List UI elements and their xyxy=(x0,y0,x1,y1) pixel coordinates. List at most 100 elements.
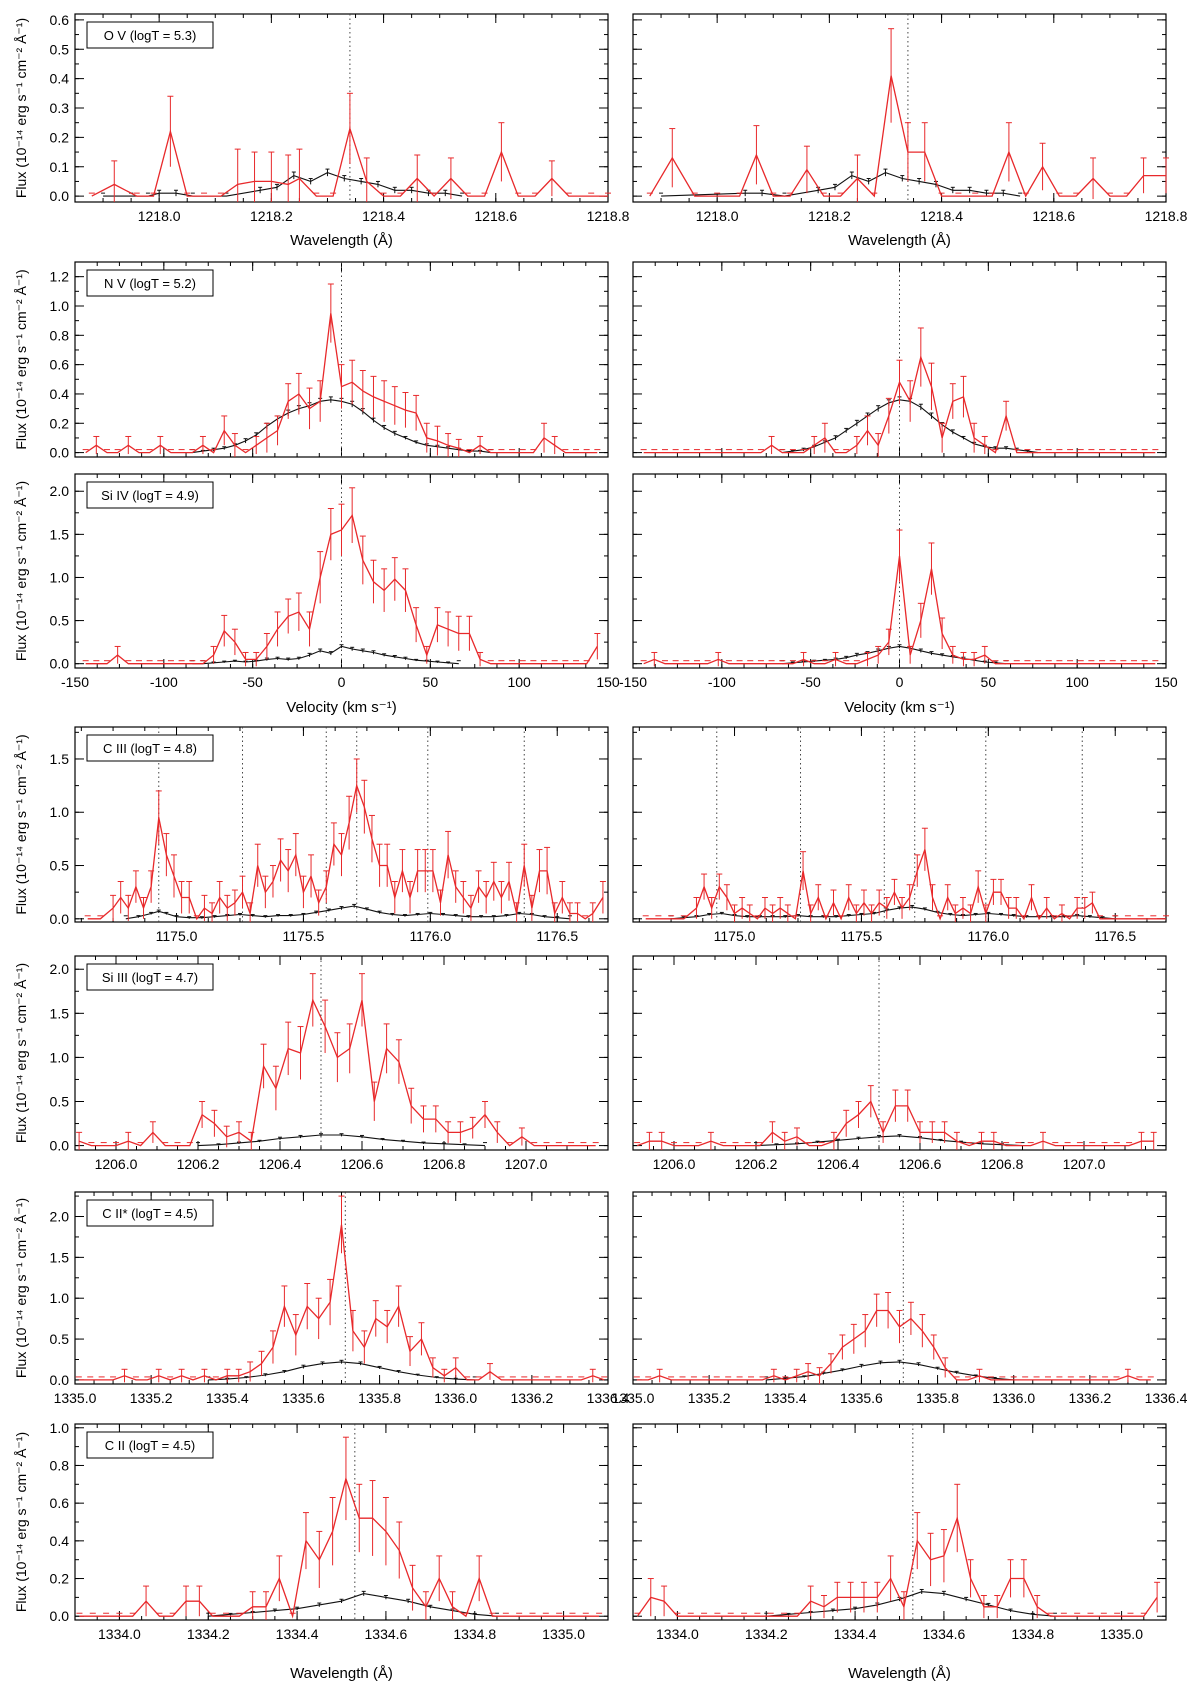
x-tick-label: 1206.0 xyxy=(95,1156,138,1172)
x-axis-title: Wavelength (Å) xyxy=(848,1665,951,1682)
y-tick-label: 0.0 xyxy=(50,1608,70,1624)
x-tick-label: 1218.8 xyxy=(1145,208,1188,224)
x-tick-label: 1336.2 xyxy=(1068,1390,1111,1406)
x-tick-label: 1218.0 xyxy=(138,208,181,224)
observed-spectrum xyxy=(82,283,601,457)
reference-spectrum xyxy=(206,1359,477,1381)
reference-spectrum-line xyxy=(661,172,1021,197)
plot-frame xyxy=(74,726,609,923)
x-tick-label: 1334.2 xyxy=(745,1626,788,1642)
x-tick-label: 1206.0 xyxy=(653,1156,696,1172)
ion-label-box xyxy=(86,963,214,991)
y-tick-label: 0.0 xyxy=(50,445,70,461)
reference-spectrum xyxy=(101,168,465,197)
x-tick-label: 1336.4 xyxy=(1145,1390,1188,1406)
plot-frame xyxy=(632,1191,1167,1385)
ion-label: C II* (logT = 4.5) xyxy=(102,1206,198,1221)
x-tick-label: 1206.6 xyxy=(899,1156,942,1172)
observed-spectrum xyxy=(76,1436,603,1620)
x-tick-label: 1334.2 xyxy=(187,1626,230,1642)
y-tick-label: 1.0 xyxy=(50,804,70,820)
y-tick-label: 0.0 xyxy=(50,188,70,204)
y-tick-label: 1.0 xyxy=(50,569,70,585)
observed-spectrum-line xyxy=(636,1515,1158,1617)
y-tick-label: 0.5 xyxy=(50,613,70,629)
x-tick-label: 1176.0 xyxy=(409,928,451,944)
reference-spectrum xyxy=(196,1133,487,1147)
x-tick-label: 1336.4 xyxy=(587,1390,630,1406)
y-axis-label: Flux (10⁻¹⁴ erg s⁻¹ cm⁻² Å⁻¹) xyxy=(13,481,29,661)
reference-spectrum xyxy=(659,168,1023,197)
panel-4-right: 1175.0 1175.5 1176.0 1176.5 xyxy=(632,726,1169,944)
x-tick-label: 1334.0 xyxy=(98,1626,141,1642)
observed-spectrum-line xyxy=(87,783,604,921)
x-tick-label: -100 xyxy=(150,674,178,690)
y-tick-label: 0.0 xyxy=(50,1372,70,1388)
x-tick-label: 1206.2 xyxy=(177,1156,220,1172)
x-tick-label: 1334.8 xyxy=(453,1626,496,1642)
reference-spectrum xyxy=(764,1588,1057,1617)
observed-spectrum xyxy=(642,827,1169,922)
y-tick-label: 0.4 xyxy=(50,71,70,87)
y-tick-label: 0.8 xyxy=(50,1457,70,1473)
ion-label: Si III (logT = 4.7) xyxy=(102,970,198,985)
x-axis-title: Velocity (km s⁻¹) xyxy=(286,699,396,716)
x-tick-label: 1335.0 xyxy=(1100,1626,1143,1642)
y-tick-label: 1.2 xyxy=(50,269,70,285)
y-axis-label: Flux (10⁻¹⁴ erg s⁻¹ cm⁻² Å⁻¹) xyxy=(13,269,29,449)
observed-spectrum xyxy=(646,28,1169,202)
x-tick-label: 150 xyxy=(1154,674,1178,690)
panel-3-right: -150 -100 -50 0 50 100 150 Velocity (km s⁻¹) xyxy=(619,473,1178,716)
reference-spectrum-line xyxy=(208,1593,498,1617)
chart-row-3: Flux (10⁻¹⁴ erg s⁻¹ cm⁻² Å⁻¹) -150 -100 -50… xyxy=(13,473,1178,716)
y-tick-label: 1.0 xyxy=(50,1290,70,1306)
x-tick-label: -50 xyxy=(801,674,821,690)
chart-row-4: Flux (10⁻¹⁴ erg s⁻¹ cm⁻² Å⁻¹)1175.0 1175.… xyxy=(13,726,1169,944)
x-tick-label: 1206.4 xyxy=(259,1156,302,1172)
x-tick-label: 100 xyxy=(507,674,531,690)
x-tick-label: 1335.6 xyxy=(840,1390,883,1406)
x-tick-label: 1334.6 xyxy=(365,1626,408,1642)
observed-spectrum-line xyxy=(645,849,1166,921)
x-tick-label: 1176.5 xyxy=(1094,928,1136,944)
y-tick-label: 2.0 xyxy=(50,483,70,499)
y-tick-label: 0.4 xyxy=(50,386,70,402)
x-tick-label: 1175.0 xyxy=(714,928,756,944)
panel-1-left: 1218.0 1218.2 1218.4 1218.6 1218.8 0.0 0.1 0.2 0… xyxy=(50,12,630,249)
y-tick-label: 0.2 xyxy=(50,415,70,431)
reference-spectrum-line xyxy=(103,172,463,197)
x-tick-label: 50 xyxy=(423,674,439,690)
x-tick-label: 1175.0 xyxy=(156,928,198,944)
plot-frame xyxy=(632,1423,1167,1621)
x-tick-label: 1218.2 xyxy=(808,208,851,224)
x-tick-label: 0 xyxy=(338,674,346,690)
y-tick-label: 0.6 xyxy=(50,1495,70,1511)
reference-spectrum xyxy=(206,1590,499,1617)
chart-row-7: Flux (10⁻¹⁴ erg s⁻¹ cm⁻² Å⁻¹)1334.0 1334.… xyxy=(13,1420,1167,1682)
observed-spectrum xyxy=(84,758,606,922)
plot-frame xyxy=(632,13,1167,203)
x-tick-label: 1218.8 xyxy=(587,208,630,224)
reference-spectrum-line xyxy=(766,1361,1014,1381)
x-tick-label: 1218.4 xyxy=(362,208,405,224)
x-tick-label: 1176.0 xyxy=(967,928,1009,944)
y-tick-label: 0.8 xyxy=(50,327,70,343)
y-tick-label: 2.0 xyxy=(50,1209,70,1225)
observed-spectrum-line xyxy=(636,1309,1151,1381)
ion-label: C II (logT = 4.5) xyxy=(105,1438,195,1453)
observed-spectrum xyxy=(640,327,1159,457)
x-tick-label: 1335.8 xyxy=(916,1390,959,1406)
reference-spectrum-line xyxy=(671,906,1116,920)
panel-7-right: 1334.0 1334.2 1334.4 1334.6 1334.8 1335.0 Wave… xyxy=(632,1423,1167,1682)
x-tick-label: 1206.4 xyxy=(817,1156,860,1172)
ion-label: N V (logT = 5.2) xyxy=(104,276,196,291)
x-tick-label: 1334.0 xyxy=(656,1626,699,1642)
x-tick-label: 1207.0 xyxy=(1063,1156,1106,1172)
y-tick-label: 2.0 xyxy=(50,961,70,977)
y-axis-label: Flux (10⁻¹⁴ erg s⁻¹ cm⁻² Å⁻¹) xyxy=(13,963,29,1143)
x-tick-label: 1335.8 xyxy=(358,1390,401,1406)
x-tick-label: 50 xyxy=(981,674,997,690)
x-tick-label: 1335.2 xyxy=(130,1390,173,1406)
x-tick-label: 1334.4 xyxy=(834,1626,877,1642)
x-tick-label: 0 xyxy=(896,674,904,690)
